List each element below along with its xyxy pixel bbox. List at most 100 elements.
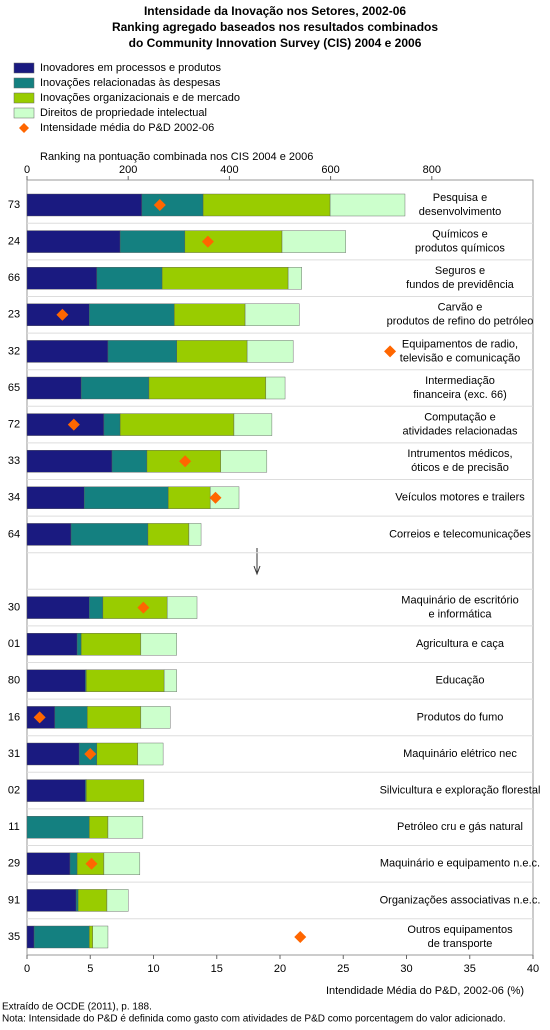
category-label: Silvicultura e exploração florestal bbox=[380, 785, 541, 797]
rd-intensity-marker bbox=[384, 345, 397, 358]
category-label: Maquinário de escritório bbox=[401, 595, 518, 607]
rank-code: 23 bbox=[8, 309, 20, 321]
bar-segment bbox=[26, 633, 78, 656]
bar-segment bbox=[80, 633, 142, 656]
x2-tick-label: 30 bbox=[400, 963, 412, 975]
bar-segment bbox=[163, 669, 177, 692]
bar-segment bbox=[140, 706, 171, 729]
rank-code: 80 bbox=[8, 675, 20, 687]
bar-segment bbox=[89, 596, 104, 619]
source-note: Extraído de OCDE (2011), p. 188. bbox=[2, 1002, 152, 1013]
bar-segment bbox=[69, 852, 78, 875]
legend-label: Inovações relacionadas às despesas bbox=[40, 77, 221, 89]
bar-segment bbox=[188, 523, 202, 546]
x2-tick-label: 20 bbox=[274, 963, 286, 975]
bar-segment bbox=[107, 816, 144, 839]
x2-axis-title: Intendidade Média do P&D, 2002-06 (%) bbox=[326, 985, 524, 997]
bar-segment bbox=[161, 267, 289, 290]
bar-segment bbox=[26, 340, 109, 363]
rank-code: 31 bbox=[8, 748, 20, 760]
category-label: Pesquisa e bbox=[433, 192, 487, 204]
bar-segment bbox=[137, 742, 164, 766]
bar-segment bbox=[176, 340, 248, 363]
category-label: fundos de previdência bbox=[406, 279, 515, 291]
bar-segment bbox=[111, 450, 148, 473]
category-label: Veículos motores e trailers bbox=[395, 492, 525, 504]
bar-segment bbox=[70, 523, 149, 546]
category-label: Intermediação bbox=[425, 375, 495, 387]
bar-segment bbox=[86, 779, 145, 802]
bar-segment bbox=[103, 413, 121, 436]
bar-segment bbox=[77, 889, 108, 912]
category-label: Intrumentos médicos, bbox=[407, 448, 512, 460]
rd-intensity-marker bbox=[33, 711, 46, 724]
category-label: televisão e comunicação bbox=[400, 352, 520, 364]
bar-segment bbox=[26, 925, 35, 949]
category-label: Químicos e bbox=[432, 229, 488, 241]
bar-segment bbox=[174, 303, 246, 326]
bar-segment bbox=[103, 852, 141, 875]
bar-segment bbox=[233, 413, 273, 436]
bar-segment bbox=[26, 193, 143, 217]
bar-segment bbox=[96, 267, 163, 290]
rd-intensity-marker bbox=[56, 308, 69, 321]
legend-label: Inovações organizacionais e de mercado bbox=[40, 92, 240, 104]
rd-intensity-marker bbox=[67, 418, 80, 431]
legend-label: Inovadores em processos e produtos bbox=[40, 62, 221, 74]
rank-code: 29 bbox=[8, 858, 20, 870]
bar-segment bbox=[26, 779, 86, 802]
x2-tick-label: 15 bbox=[211, 963, 223, 975]
bar-segment bbox=[119, 413, 235, 436]
category-label: atividades relacionadas bbox=[403, 426, 518, 438]
bar-segment bbox=[220, 450, 268, 473]
rank-code: 34 bbox=[8, 492, 20, 504]
category-label: Agricultura e caça bbox=[416, 638, 505, 650]
bar-segment bbox=[106, 889, 129, 912]
chart-subtitle: Ranking agregado baseados nos resultados… bbox=[112, 20, 438, 34]
category-label: Correios e telecomunicações bbox=[389, 528, 531, 540]
bar-segment bbox=[26, 376, 82, 400]
bar-segment bbox=[26, 889, 77, 912]
bar-segment bbox=[26, 669, 86, 692]
bar-segment bbox=[26, 596, 90, 619]
bar-segment bbox=[86, 669, 165, 692]
x2-tick-label: 0 bbox=[24, 963, 30, 975]
category-label: desenvolvimento bbox=[419, 206, 502, 218]
rd-intensity-marker bbox=[201, 235, 214, 248]
x2-tick-label: 40 bbox=[527, 963, 539, 975]
x-tick-label: 400 bbox=[220, 164, 238, 176]
bar-segment bbox=[26, 413, 105, 436]
category-label: Maquinário elétrico nec bbox=[403, 748, 517, 760]
rd-intensity-marker bbox=[294, 931, 307, 943]
rank-code: 30 bbox=[8, 602, 20, 614]
bar-segment bbox=[119, 230, 186, 253]
bar-segment bbox=[102, 596, 168, 619]
category-label: Petróleo cru e gás natural bbox=[397, 821, 523, 833]
legend-swatch bbox=[13, 62, 35, 74]
legend-label: Direitos de propriedade intelectual bbox=[40, 107, 207, 119]
rank-code: 11 bbox=[8, 821, 19, 833]
category-label: Seguros e bbox=[435, 265, 485, 277]
footnote: Nota: Intensidade do P&D é definida como… bbox=[2, 1014, 506, 1025]
rd-intensity-marker bbox=[209, 491, 222, 504]
bar-segment bbox=[96, 742, 139, 766]
rd-intensity-marker bbox=[153, 199, 166, 211]
bar-segment bbox=[54, 706, 88, 729]
bar-segment bbox=[166, 596, 198, 619]
category-label: Educação bbox=[436, 675, 485, 687]
bar-segment bbox=[184, 230, 283, 253]
chart-title: Intensidade da Inovação nos Setores, 200… bbox=[144, 4, 406, 18]
category-label: produtos de refino do petróleo bbox=[387, 316, 534, 328]
legend-label: Intensidade média do P&D 2002-06 bbox=[40, 122, 214, 134]
rank-code: 65 bbox=[8, 382, 20, 394]
x2-tick-label: 5 bbox=[87, 963, 93, 975]
bar-segment bbox=[87, 706, 142, 729]
rank-code: 32 bbox=[8, 345, 20, 357]
bar-segment bbox=[26, 230, 121, 253]
bar-segment bbox=[26, 523, 72, 546]
legend-swatch bbox=[13, 92, 35, 104]
category-label: de transporte bbox=[428, 938, 493, 950]
bar-segment bbox=[147, 523, 190, 546]
bar-segment bbox=[26, 816, 90, 839]
